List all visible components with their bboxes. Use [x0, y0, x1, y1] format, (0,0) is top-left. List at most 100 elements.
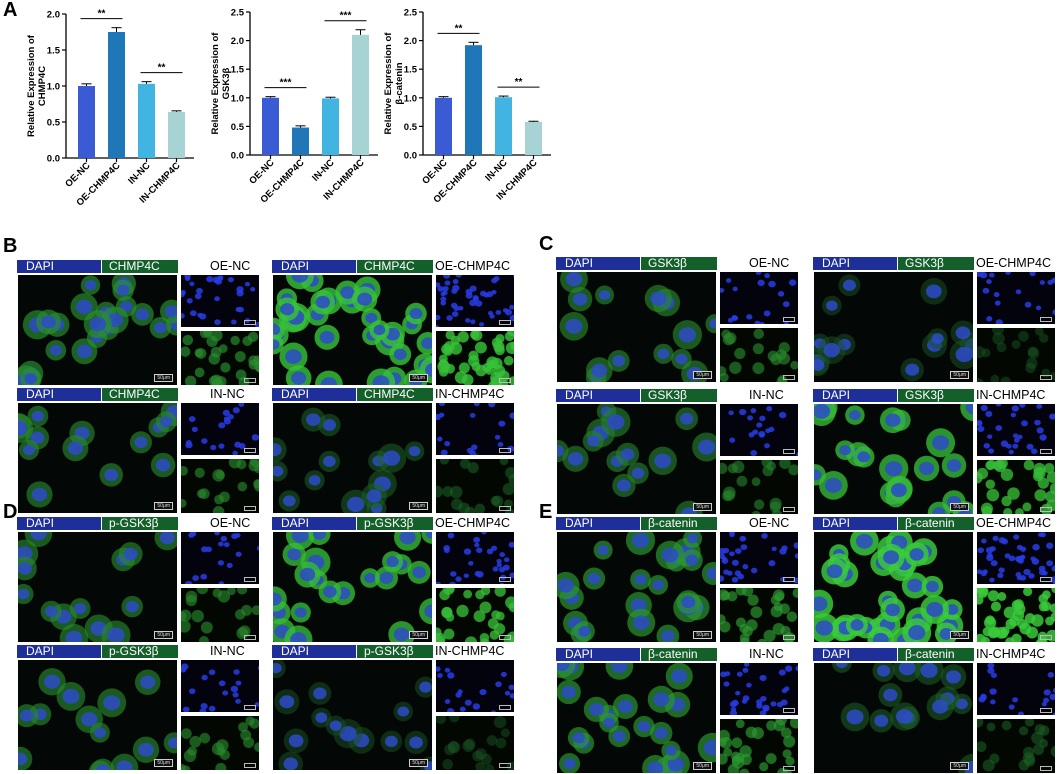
nucleus-stain — [732, 286, 738, 292]
nucleus-stain — [323, 455, 336, 467]
scale-bar-small — [1040, 449, 1052, 454]
nucleus-stain — [436, 666, 441, 672]
nucleus-stain — [1019, 404, 1026, 408]
if-panel: DAPI p-GSK3β IN-CHMP4C 50μm — [272, 644, 515, 771]
scale-bar: 50μm — [409, 631, 428, 639]
dapi-label: DAPI — [17, 388, 101, 401]
condition-label: OE-CHMP4C — [435, 516, 511, 530]
cytoplasm-stain — [494, 716, 507, 729]
merged-image: 50μm — [17, 531, 178, 643]
nucleus-stain — [763, 310, 771, 317]
nucleus-stain — [572, 732, 586, 744]
merged-image: 50μm — [813, 662, 974, 774]
cytoplasm-stain — [985, 479, 996, 490]
nucleus-stain — [990, 699, 996, 705]
cell-field — [436, 588, 514, 642]
cytoplasm-stain — [497, 370, 510, 383]
y-tick-label: 2.0 — [231, 36, 244, 47]
nucleus-stain — [313, 687, 327, 700]
nucleus-stain — [164, 305, 177, 318]
condition-label: IN-NC — [749, 647, 784, 661]
nucleus-stain — [740, 544, 748, 551]
channel-header: DAPI β-catenin — [813, 517, 974, 530]
significance-label: *** — [340, 11, 352, 22]
nucleus-stain — [1049, 413, 1055, 420]
cytoplasm-stain — [451, 498, 463, 511]
nucleus-stain — [750, 408, 757, 414]
nucleus-stain — [743, 663, 750, 667]
nucleus-stain — [720, 671, 727, 678]
marker-channel-image — [435, 587, 515, 643]
nucleus-stain — [846, 709, 864, 725]
nucleus-stain — [761, 533, 768, 539]
nucleus-stain — [62, 688, 80, 704]
nucleus-stain — [835, 663, 848, 669]
nucleus-stain — [980, 272, 988, 279]
nucleus-stain — [720, 548, 726, 555]
cytoplasm-stain — [181, 728, 192, 739]
nucleus-stain — [814, 469, 822, 481]
cytoplasm-stain — [482, 362, 492, 373]
nucleus-stain — [450, 302, 458, 309]
cytoplasm-stain — [990, 601, 1002, 612]
cytoplasm-stain — [751, 477, 761, 487]
nucleus-stain — [181, 663, 189, 670]
scale-bar-small — [783, 635, 795, 640]
nucleus-stain — [473, 403, 480, 407]
nucleus-stain — [1043, 689, 1051, 696]
nucleus-stain — [565, 272, 583, 287]
cytoplasm-stain — [1011, 600, 1022, 611]
nucleus-stain — [665, 745, 677, 756]
nucleus-stain — [412, 566, 426, 579]
nucleus-stain — [760, 695, 767, 702]
nucleus-stain — [89, 316, 107, 332]
nucleus-stain — [73, 603, 87, 614]
cytoplasm-stain — [769, 501, 781, 513]
y-tick-label: 0.0 — [231, 151, 244, 162]
nucleus-stain — [153, 322, 167, 334]
condition-label: IN-CHMP4C — [435, 387, 505, 401]
significance-label: ** — [158, 63, 166, 74]
nucleus-stain — [155, 458, 171, 472]
nucleus-stain — [235, 551, 242, 557]
marker-channel-image — [719, 327, 799, 383]
nucleus-stain — [315, 712, 328, 723]
nucleus-stain — [319, 330, 335, 344]
dapi-label: DAPI — [272, 645, 356, 658]
cell-field — [720, 460, 798, 514]
if-panel: DAPI CHMP4C OE-CHMP4C 50μm — [272, 259, 515, 386]
nucleus-stain — [814, 596, 828, 612]
scale-bar: 50μm — [693, 631, 712, 639]
cytoplasm-stain — [1001, 720, 1012, 731]
y-tick-label: 0.5 — [47, 118, 61, 129]
nucleus-stain — [990, 672, 997, 678]
x-tick-label: OE-NC — [420, 157, 450, 187]
nucleus-stain — [290, 632, 307, 642]
cytoplasm-stain — [786, 611, 798, 622]
marker-channel-image — [435, 715, 515, 771]
nucleus-stain — [291, 275, 309, 283]
nucleus-stain — [1008, 704, 1015, 710]
nucleus-stain — [235, 533, 241, 538]
nucleus-stain — [273, 323, 281, 336]
nucleus-stain — [988, 448, 995, 454]
nucleus-stain — [1019, 555, 1025, 561]
cytoplasm-stain — [782, 749, 792, 759]
nucleus-stain — [134, 436, 148, 449]
nucleus-stain — [883, 550, 900, 565]
nucleus-stain — [597, 545, 609, 556]
cytoplasm-stain — [238, 625, 251, 638]
nucleus-stain — [379, 571, 394, 584]
cytoplasm-stain — [445, 331, 455, 340]
marker-label: β-catenin — [640, 648, 717, 661]
cytoplasm-stain — [457, 331, 469, 343]
nucleus-stain — [140, 675, 156, 689]
scale-bar-small — [499, 378, 511, 383]
nucleus-stain — [946, 604, 959, 615]
y-axis-label: Relative Expression of — [383, 32, 394, 135]
nucleus-stain — [557, 578, 574, 593]
nucleus-stain — [280, 303, 295, 316]
cytoplasm-stain — [484, 764, 495, 770]
nucleus-stain — [238, 403, 245, 407]
cytoplasm-stain — [734, 347, 746, 360]
